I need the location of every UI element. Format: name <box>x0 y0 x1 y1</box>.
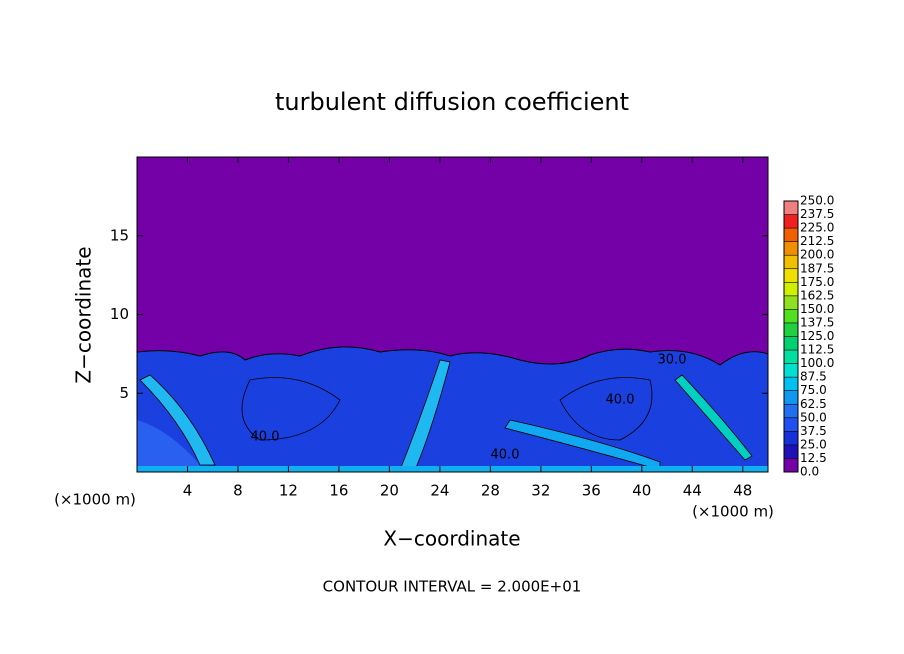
colorbar-label: 62.5 <box>800 397 827 411</box>
contour-line <box>559 377 653 441</box>
field-streak <box>137 466 768 472</box>
contour-label: 40.0 <box>606 393 635 408</box>
colorbar-label: 50.0 <box>800 410 827 424</box>
field-region <box>137 420 330 472</box>
footer-note: CONTOUR INTERVAL = 2.000E+01 <box>323 578 582 596</box>
colorbar-segment <box>784 255 798 269</box>
colorbar-label: 162.5 <box>800 288 834 302</box>
colorbar-label: 12.5 <box>800 451 827 465</box>
x-tick-label: 36 <box>582 482 601 500</box>
colorbar-segment <box>784 350 798 364</box>
x-tick-label: 48 <box>733 482 752 500</box>
y-tick-label: 5 <box>119 384 129 402</box>
contour-line <box>241 377 341 441</box>
colorbar-label: 250.0 <box>800 194 834 208</box>
x-axis-title: X−coordinate <box>383 527 520 551</box>
colorbar-segment <box>784 282 798 296</box>
colorbar-label: 75.0 <box>800 383 827 397</box>
chart-title: turbulent diffusion coefficient <box>275 88 629 116</box>
colorbar-label: 237.5 <box>800 207 834 221</box>
colorbar-segment <box>784 444 798 459</box>
colorbar-segment <box>784 390 798 405</box>
colorbar-segment <box>784 214 798 229</box>
colorbar-label: 125.0 <box>800 329 834 343</box>
x-tick-label: 16 <box>329 482 348 500</box>
colorbar-label: 212.5 <box>800 234 834 248</box>
x-tick-label: 8 <box>233 482 243 500</box>
y-axis-title: Z−coordinate <box>72 246 96 383</box>
contour-label: 40.0 <box>491 448 520 463</box>
colorbar-label: 175.0 <box>800 275 834 289</box>
colorbar-segment <box>784 241 798 256</box>
x-unit-label: (×1000 m) <box>692 503 774 521</box>
x-tick-label: 44 <box>683 482 702 500</box>
x-tick-label: 24 <box>430 482 449 500</box>
field-region <box>136 346 769 473</box>
colorbar-segment <box>784 201 798 215</box>
field-streak <box>399 359 451 471</box>
colorbar-label: 225.0 <box>800 221 834 235</box>
x-tick-label: 32 <box>531 482 550 500</box>
colorbar-label: 37.5 <box>800 424 827 438</box>
colorbar-segment <box>784 268 798 283</box>
colorbar-label: 187.5 <box>800 261 834 275</box>
field-streak <box>674 374 753 461</box>
colorbar-label: 25.0 <box>800 437 827 451</box>
colorbar-segment <box>784 417 798 432</box>
colorbar-segment <box>784 336 798 351</box>
colorbar-label: 150.0 <box>800 302 834 316</box>
colorbar-segment <box>784 228 798 242</box>
colorbar-label: 100.0 <box>800 356 834 370</box>
colorbar-segment <box>784 295 798 310</box>
x-tick-label: 4 <box>183 482 193 500</box>
y-tick-label: 10 <box>110 305 129 323</box>
contour-label: 30.0 <box>658 353 687 368</box>
colorbar-label: 87.5 <box>800 370 827 384</box>
colorbar-segment <box>784 363 798 378</box>
x-tick-label: 20 <box>380 482 399 500</box>
x-tick-label: 40 <box>632 482 651 500</box>
colorbar-label: 137.5 <box>800 315 834 329</box>
x-tick-label: 28 <box>481 482 500 500</box>
colorbar-label: 0.0 <box>800 465 819 479</box>
colorbar-segment <box>784 458 798 472</box>
y-tick-label: 15 <box>110 226 129 244</box>
x-tick-label: 12 <box>279 482 298 500</box>
contour-label: 40.0 <box>251 430 280 445</box>
x-unit-label: (×1000 m) <box>54 491 136 509</box>
colorbar-segment <box>784 309 798 323</box>
field <box>136 156 769 473</box>
colorbar-segment <box>784 431 798 445</box>
colorbar-segment <box>784 322 798 337</box>
colorbar-label: 112.5 <box>800 343 834 357</box>
colorbar-label: 200.0 <box>800 248 834 262</box>
colorbar-segment <box>784 377 798 391</box>
field-streak <box>139 374 216 466</box>
colorbar-segment <box>784 404 798 418</box>
